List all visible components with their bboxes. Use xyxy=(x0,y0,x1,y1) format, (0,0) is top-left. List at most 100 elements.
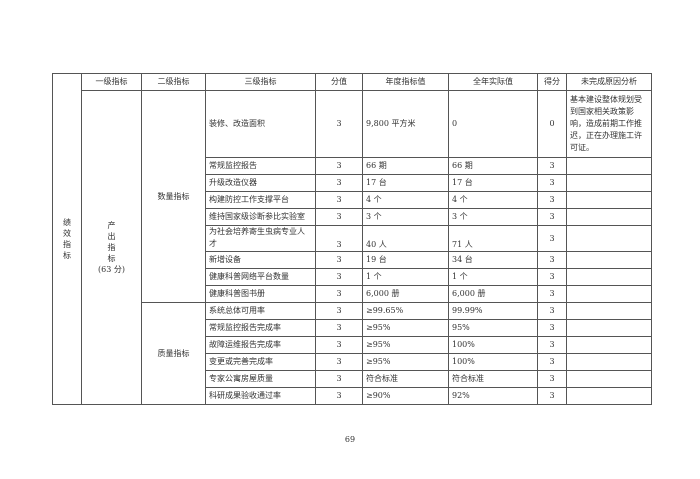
score-cell: 3 xyxy=(537,208,567,226)
actual-cell: 6,000 册 xyxy=(448,285,538,303)
indicator-cell: 构建防控工作支撑平台 xyxy=(205,191,316,209)
level2-cell: 数量指标 xyxy=(141,90,206,303)
actual-cell: 17 台 xyxy=(448,174,538,192)
score-value-cell: 3 xyxy=(315,225,363,252)
score-value-cell: 3 xyxy=(315,353,363,371)
table-row: 故障运维报告完成率 3 ≥95% 100% 3 xyxy=(53,336,652,354)
score-value-cell: 3 xyxy=(315,370,363,388)
actual-cell: 100% xyxy=(448,336,538,354)
level1-label-line: 产 xyxy=(107,221,116,230)
level1-label-line: (63 分) xyxy=(98,265,125,274)
header-cell: 分值 xyxy=(315,73,363,91)
actual-cell: 66 期 xyxy=(448,157,538,175)
score-value-cell: 3 xyxy=(315,251,363,269)
score-cell: 3 xyxy=(537,225,567,252)
reason-cell xyxy=(566,319,652,337)
target-cell: 9,800 平方米 xyxy=(362,90,449,158)
reason-cell xyxy=(566,370,652,388)
actual-cell: 1 个 xyxy=(448,268,538,286)
table-row: 科研成果验收通过率 3 ≥90% 92% 3 xyxy=(53,387,652,405)
actual-cell: 71 人 xyxy=(448,225,538,252)
score-cell: 3 xyxy=(537,268,567,286)
actual-cell: 92% xyxy=(448,387,538,405)
header-cell: 未完成原因分析 xyxy=(566,73,652,91)
reason-cell xyxy=(566,336,652,354)
target-cell: ≥95% xyxy=(362,353,449,371)
score-value-cell: 3 xyxy=(315,387,363,405)
header-cell: 全年实际值 xyxy=(448,73,538,91)
score-cell: 3 xyxy=(537,157,567,175)
score-cell: 3 xyxy=(537,353,567,371)
level1-label-line: 指 xyxy=(107,243,116,252)
level1-label-line: 出 xyxy=(107,232,116,241)
score-cell: 3 xyxy=(537,302,567,320)
target-cell: 3 个 xyxy=(362,208,449,226)
table-row: 常规监控报告完成率 3 ≥95% 95% 3 xyxy=(53,319,652,337)
target-cell: 4 个 xyxy=(362,191,449,209)
score-cell: 0 xyxy=(537,90,567,158)
actual-cell: 99.99% xyxy=(448,302,538,320)
reason-cell xyxy=(566,157,652,175)
target-cell: ≥90% xyxy=(362,387,449,405)
actual-cell: 95% xyxy=(448,319,538,337)
header-cell: 三级指标 xyxy=(205,73,316,91)
reason-cell xyxy=(566,174,652,192)
score-value-cell: 3 xyxy=(315,302,363,320)
reason-cell: 基本建设整体规划受到国家相关政策影响，造成前期工作推迟，正在办理施工许可证。 xyxy=(566,90,652,158)
reason-cell xyxy=(566,387,652,405)
score-cell: 3 xyxy=(537,319,567,337)
target-cell: 符合标准 xyxy=(362,370,449,388)
score-value-cell: 3 xyxy=(315,319,363,337)
indicator-cell: 维持国家级诊断参比实验室 xyxy=(205,208,316,226)
actual-cell: 0 xyxy=(448,90,538,158)
score-value-cell: 3 xyxy=(315,174,363,192)
indicator-cell: 新增设备 xyxy=(205,251,316,269)
header-cell: 二级指标 xyxy=(141,73,206,91)
score-cell: 3 xyxy=(537,387,567,405)
score-cell: 3 xyxy=(537,191,567,209)
reason-cell xyxy=(566,285,652,303)
indicator-cell: 变更或完善完成率 xyxy=(205,353,316,371)
table-row: 质量指标 系统总体可用率 3 ≥99.65% 99.99% 3 xyxy=(53,302,652,405)
reason-cell xyxy=(566,251,652,269)
indicator-cell: 故障运维报告完成率 xyxy=(205,336,316,354)
indicator-cell: 科研成果验收通过率 xyxy=(205,387,316,405)
reason-cell xyxy=(566,191,652,209)
score-cell: 3 xyxy=(537,370,567,388)
score-cell: 3 xyxy=(537,336,567,354)
header-row: 绩效指标 一级指标 二级指标 三级指标 分值 年度指标值 全年实际值 得分 未完成原因分析 xyxy=(52,73,652,405)
target-cell: ≥99.65% xyxy=(362,302,449,320)
score-value-cell: 3 xyxy=(315,268,363,286)
category-cell: 绩效指标 xyxy=(52,73,82,405)
reason-cell xyxy=(566,268,652,286)
indicator-cell: 常规监控报告 xyxy=(205,157,316,175)
target-cell: 6,000 册 xyxy=(362,285,449,303)
level2-cell: 质量指标 xyxy=(141,302,206,405)
page-number: 69 xyxy=(344,435,356,444)
category-label: 绩效指标 xyxy=(63,218,71,260)
target-cell: 40 人 xyxy=(362,225,449,252)
target-cell: 1 个 xyxy=(362,268,449,286)
actual-cell: 3 个 xyxy=(448,208,538,226)
target-cell: ≥95% xyxy=(362,336,449,354)
indicator-cell: 装修、改造面积 xyxy=(205,90,316,158)
table-row: 变更或完善完成率 3 ≥95% 100% 3 xyxy=(53,353,652,371)
score-cell: 3 xyxy=(537,174,567,192)
actual-cell: 符合标准 xyxy=(448,370,538,388)
target-cell: ≥95% xyxy=(362,319,449,337)
indicator-cell: 系统总体可用率 xyxy=(205,302,316,320)
indicator-cell: 健康科普网络平台数量 xyxy=(205,268,316,286)
score-cell: 3 xyxy=(537,285,567,303)
indicator-cell: 升级改造仪器 xyxy=(205,174,316,192)
actual-cell: 100% xyxy=(448,353,538,371)
table-row: 产出指标 (63 分) 数量指标 装修、改造面积 3 9,800 平方米 0 0 基本建设整体规… xyxy=(53,90,652,405)
level1-label-line: 标 xyxy=(107,254,116,263)
indicator-cell: 健康科普图书册 xyxy=(205,285,316,303)
score-value-cell: 3 xyxy=(315,285,363,303)
actual-cell: 34 台 xyxy=(448,251,538,269)
score-value-cell: 3 xyxy=(315,208,363,226)
header-cell: 一级指标 xyxy=(81,73,142,91)
target-cell: 66 期 xyxy=(362,157,449,175)
